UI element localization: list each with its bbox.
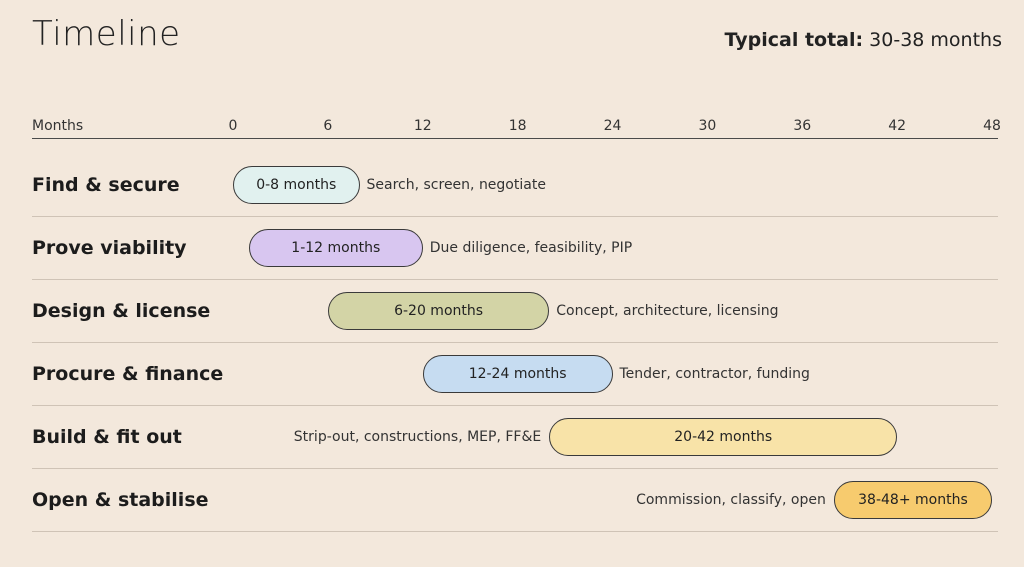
phase-note: Due diligence, feasibility, PIP [429,239,633,256]
x-tick-label: 36 [793,118,812,134]
phase-bar: 1-12 months [248,228,423,267]
phase-label: Build & fit out [32,425,182,448]
phase-label: Prove viability [32,236,187,259]
x-tick-label: 30 [698,118,717,134]
phase-note: Concept, architecture, licensing [556,302,779,319]
phase-note: Commission, classify, open [636,491,826,508]
x-tick-label: 0 [228,118,238,134]
typical-total-label: Typical total: [724,29,864,51]
timeline-row: Design & license 6-20 months Concept, arch… [32,279,998,343]
timeline-row: Open & stabilise 38-48+ months Commission,… [32,468,998,532]
phase-bar: 38-48+ months [833,480,992,519]
timeline-row: Prove viability 1-12 months Due diligence,… [32,216,998,280]
timeline-row: Build & fit out 20-42 months Strip-out, co… [32,405,998,469]
timeline-row: Find & secure 0-8 months Search, screen, n… [32,153,998,217]
phase-label: Find & secure [32,173,180,196]
timeline-row: Procure & finance 12-24 months Tender, con… [32,342,998,406]
phase-bar: 6-20 months [327,291,550,330]
phase-bar: 12-24 months [422,354,613,393]
x-tick-label: 6 [323,118,333,134]
phase-label: Procure & finance [32,362,224,385]
x-tick-label: 48 [983,118,1001,134]
x-tick-label: 42 [888,118,907,134]
x-tick-label: 18 [508,118,527,134]
phase-note: Search, screen, negotiate [366,176,546,193]
phase-note: Strip-out, constructions, MEP, FF&E [293,428,542,445]
phase-label: Open & stabilise [32,488,209,511]
page-title: Timeline [32,14,181,54]
x-tick-label: 24 [603,118,622,134]
phase-label: Design & license [32,299,211,322]
phase-note: Tender, contractor, funding [619,365,810,382]
phase-bar: 20-42 months [549,417,898,456]
phase-bar: 0-8 months [233,165,360,204]
x-axis: Months 0 6 12 18 24 30 36 42 48 [32,112,1001,139]
typical-total-value: 30-38 months [869,29,1002,51]
typical-total: Typical total: 30-38 months [725,29,1002,51]
x-axis-label: Months [32,118,84,134]
x-tick-label: 12 [413,118,432,134]
